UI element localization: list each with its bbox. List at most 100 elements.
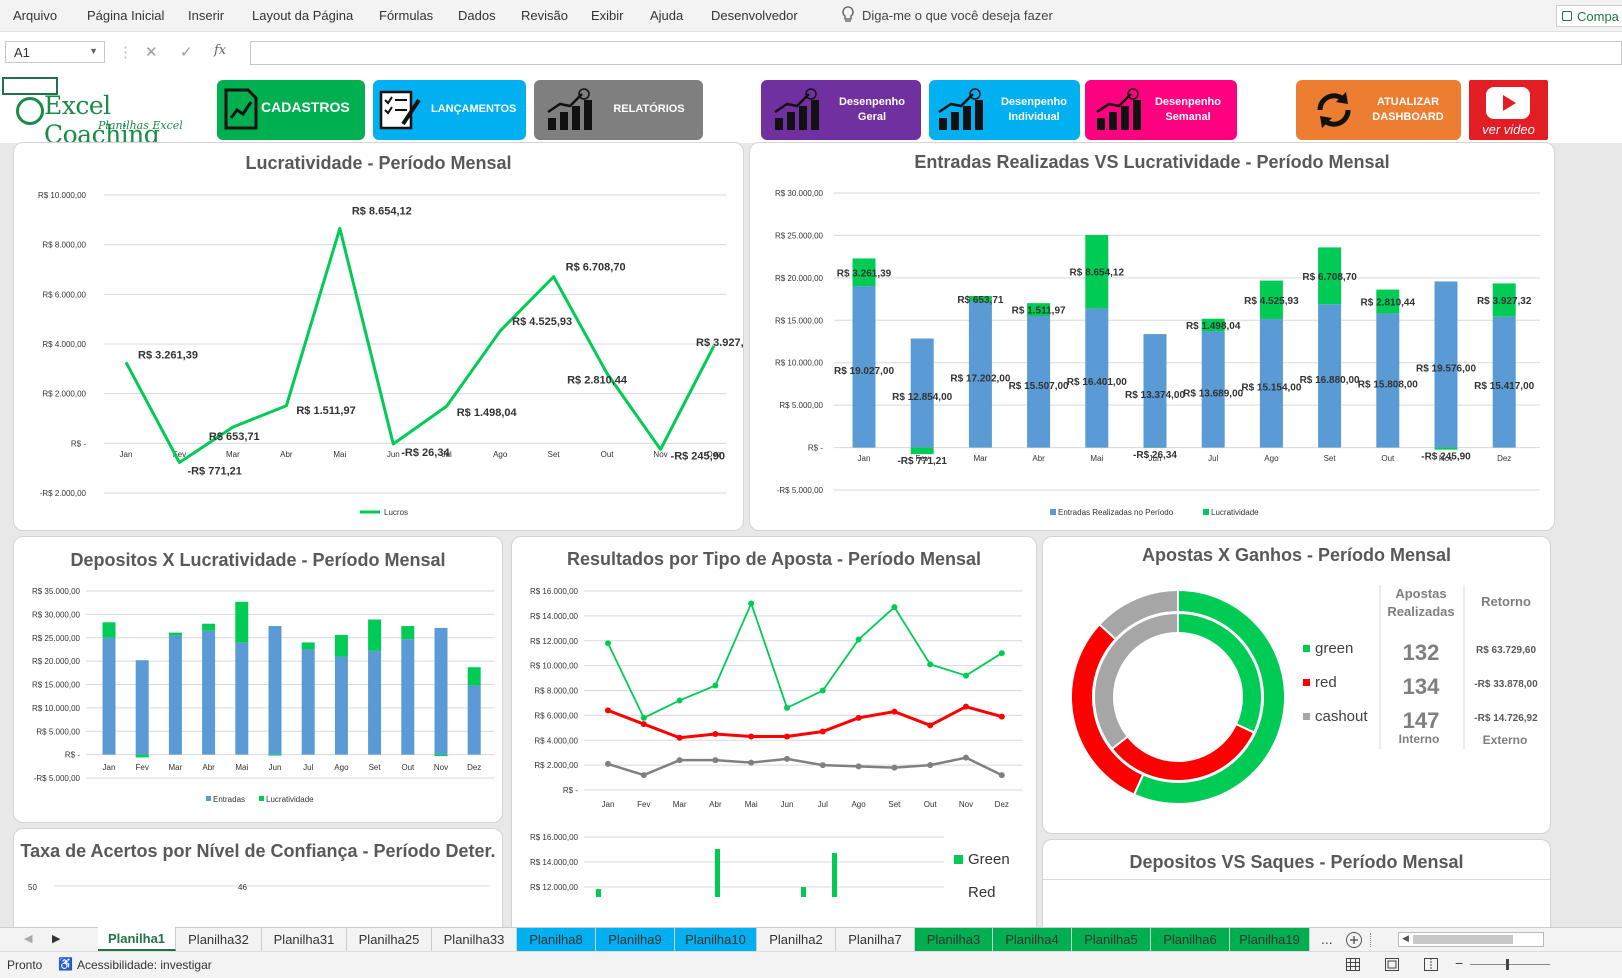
- lucro-bar: [401, 626, 415, 640]
- legend-label: green: [1315, 640, 1353, 657]
- scroll-left-arrow-icon[interactable]: ◀: [1402, 933, 1409, 943]
- sheet-tab-planilha3[interactable]: Planilha3: [915, 928, 993, 952]
- youtube-icon: [1486, 87, 1530, 119]
- atualizar-dashboard-button[interactable]: ATUALIZAR DASHBOARD: [1296, 80, 1461, 140]
- x-tick-label: Set: [369, 763, 382, 772]
- data-label: R$ 3.927,32: [696, 337, 744, 349]
- normal-view-icon[interactable]: [1346, 958, 1360, 971]
- cadastros-button[interactable]: CADASTROS: [217, 80, 365, 140]
- desempenho-geral-button[interactable]: Desenpenho Geral: [761, 80, 921, 140]
- series-point: [927, 661, 934, 668]
- page-break-icon[interactable]: [1424, 958, 1438, 971]
- apostas-header-line: Realizadas: [1387, 604, 1454, 619]
- sheet-tab-planilha10[interactable]: Planilha10: [675, 928, 757, 952]
- taxa-ytick: 50: [28, 883, 37, 892]
- apostas-ganhos-panel: Apostas X Ganhos - Período Mensal Aposta…: [1042, 536, 1551, 834]
- ver-video-button[interactable]: ver video: [1469, 80, 1548, 140]
- name-box[interactable]: A1 ▼: [5, 41, 105, 63]
- y-tick-label: R$ 12.000,00: [530, 637, 579, 646]
- menu-f-rmulas[interactable]: Fórmulas: [379, 8, 434, 23]
- x-tick-label: Mar: [673, 800, 687, 809]
- scroll-left-icon[interactable]: ◀: [24, 933, 33, 945]
- y-tick-label: R$ 35.000,00: [32, 587, 81, 596]
- sheet-tab-planilha4[interactable]: Planilha4: [993, 928, 1072, 952]
- page-layout-icon[interactable]: [1385, 958, 1399, 971]
- series-point: [819, 687, 826, 694]
- desempenho-semanal-button[interactable]: Desenpenho Semanal: [1085, 80, 1237, 140]
- scrollbar-thumb[interactable]: [1413, 935, 1513, 944]
- sheet-tab-planilha5[interactable]: Planilha5: [1072, 928, 1151, 952]
- sheet-tab-planilha2[interactable]: Planilha2: [757, 928, 836, 952]
- menu-arquivo[interactable]: Arquivo: [13, 8, 58, 23]
- sheet-tab-planilha33[interactable]: Planilha33: [432, 928, 517, 952]
- sheet-tab-planilha8[interactable]: Planilha8: [517, 928, 596, 952]
- zoom-out-icon[interactable]: −: [1455, 955, 1464, 971]
- zoom-slider-thumb[interactable]: [1506, 959, 1509, 970]
- sheet-tab-planilha7[interactable]: Planilha7: [836, 928, 915, 952]
- desempenho-individual-button[interactable]: Desenpenho Individual: [929, 80, 1080, 140]
- data-label: -R$ 771,21: [187, 465, 241, 477]
- apostas-donut-chart: Apostas Realizadas Retorno green 132 R$ 63.72…: [1070, 585, 1538, 805]
- x-tick-label: Jun: [781, 800, 794, 809]
- relatorios-button[interactable]: RELATÓRIOS: [534, 80, 703, 140]
- share-button[interactable]: Compa: [1556, 5, 1622, 27]
- sheet-tab-planilha19[interactable]: Planilha19: [1230, 928, 1310, 952]
- menu-revis-o[interactable]: Revisão: [521, 8, 568, 23]
- sheet-tab-planilha31[interactable]: Planilha31: [262, 928, 347, 952]
- chevron-down-icon[interactable]: ▼: [89, 46, 98, 56]
- menu-desenvolvedor[interactable]: Desenvolvedor: [711, 8, 798, 23]
- data-label: R$ 6.708,70: [566, 262, 626, 274]
- zoom-slider[interactable]: [1470, 964, 1550, 965]
- lucro-data-label: R$ 3.927,32: [1477, 296, 1532, 307]
- series-point: [748, 600, 755, 607]
- x-tick-label: Nov: [653, 450, 667, 459]
- menu-p-gina-inicial[interactable]: Página Inicial: [87, 8, 165, 23]
- menu-exibir[interactable]: Exibir: [591, 8, 624, 23]
- series-point: [712, 731, 719, 738]
- data-label: R$ 2.810,44: [567, 375, 628, 387]
- enter-icon[interactable]: ✓: [180, 44, 193, 61]
- menu-layout-da-p-gina[interactable]: Layout da Página: [252, 8, 354, 23]
- cancel-icon[interactable]: ✕: [145, 44, 158, 61]
- legend-marker: [259, 796, 264, 801]
- series-point: [640, 714, 647, 721]
- lancamentos-button[interactable]: LANÇAMENTOS: [373, 80, 526, 140]
- x-tick-label: Nov: [959, 800, 973, 809]
- data-label: R$ 8.654,12: [352, 205, 412, 217]
- insert-function-icon[interactable]: fx: [214, 43, 227, 58]
- x-tick-label: Mai: [235, 763, 248, 772]
- add-sheet-icon[interactable]: [1345, 931, 1363, 949]
- horizontal-scrollbar[interactable]: ◀: [1398, 932, 1544, 947]
- legend-marker: [1303, 713, 1310, 720]
- formula-input[interactable]: [250, 41, 1622, 65]
- depositos-chart-panel: Depositos X Lucratividade - Período Mens…: [13, 536, 503, 823]
- series-point: [605, 640, 611, 647]
- series-point: [784, 755, 790, 762]
- sheet-tab-planilha1[interactable]: Planilha1: [98, 927, 176, 951]
- tipo-aposta-chart-title: Resultados por Tipo de Aposta - Período …: [566, 549, 982, 569]
- x-tick-label: Abr: [280, 450, 293, 459]
- menu-inserir[interactable]: Inserir: [188, 8, 225, 23]
- menu-dados[interactable]: Dados: [458, 8, 496, 23]
- entrada-data-label: R$ 15.417,00: [1474, 381, 1534, 392]
- series-point: [855, 763, 862, 770]
- data-label: R$ 1.511,97: [296, 405, 355, 417]
- splitter[interactable]: [1370, 933, 1373, 947]
- menu-ajuda[interactable]: Ajuda: [650, 8, 684, 23]
- x-tick-label: Mai: [1090, 454, 1103, 463]
- tell-me-search[interactable]: Diga-me o que você deseja fazer: [862, 8, 1053, 23]
- more-tabs[interactable]: ...: [1321, 931, 1333, 947]
- accessibility-status[interactable]: Acessibilidade: investigar: [77, 958, 212, 972]
- series-point: [891, 604, 898, 611]
- series-point: [819, 762, 826, 769]
- sheet-tab-planilha9[interactable]: Planilha9: [596, 928, 675, 952]
- green-bar: [832, 853, 837, 897]
- scroll-right-icon[interactable]: ▶: [52, 933, 61, 945]
- y-tick-label: R$ 6.000,00: [534, 711, 578, 720]
- lucro-data-label: R$ 8.654,12: [1070, 268, 1125, 279]
- x-tick-label: Out: [401, 763, 415, 772]
- sheet-tab-planilha25[interactable]: Planilha25: [347, 928, 432, 952]
- sheet-tab-planilha6[interactable]: Planilha6: [1151, 928, 1230, 952]
- sheet-tab-planilha32[interactable]: Planilha32: [176, 928, 262, 952]
- lucro-bar: [1259, 280, 1283, 319]
